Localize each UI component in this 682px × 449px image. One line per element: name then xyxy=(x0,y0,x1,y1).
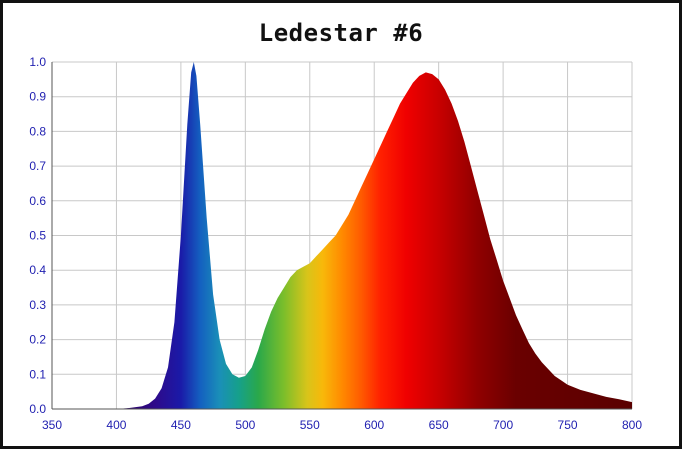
x-tick-label: 800 xyxy=(622,418,642,432)
x-tick-label: 500 xyxy=(235,418,255,432)
y-tick-label: 0.3 xyxy=(29,298,46,312)
x-tick-label: 650 xyxy=(429,418,449,432)
y-tick-label: 0.8 xyxy=(29,124,46,138)
y-tick-label: 0.9 xyxy=(29,90,46,104)
y-tick-label: 0.5 xyxy=(29,229,46,243)
y-tick-label: 0.0 xyxy=(29,402,46,416)
x-tick-label: 750 xyxy=(558,418,578,432)
y-tick-label: 0.2 xyxy=(29,333,46,347)
x-tick-label: 400 xyxy=(106,418,126,432)
y-tick-label: 0.1 xyxy=(29,367,46,381)
chart-title: Ledestar #6 xyxy=(258,19,424,47)
y-tick-label: 0.4 xyxy=(29,263,46,277)
y-tick-label: 0.6 xyxy=(29,194,46,208)
y-tick-label: 0.7 xyxy=(29,159,46,173)
x-tick-label: 700 xyxy=(493,418,513,432)
x-tick-label: 600 xyxy=(364,418,384,432)
x-tick-label: 550 xyxy=(300,418,320,432)
x-tick-label: 350 xyxy=(42,418,62,432)
x-tick-label: 450 xyxy=(171,418,191,432)
spectrum-area xyxy=(52,62,632,409)
y-tick-label: 1.0 xyxy=(29,55,46,69)
